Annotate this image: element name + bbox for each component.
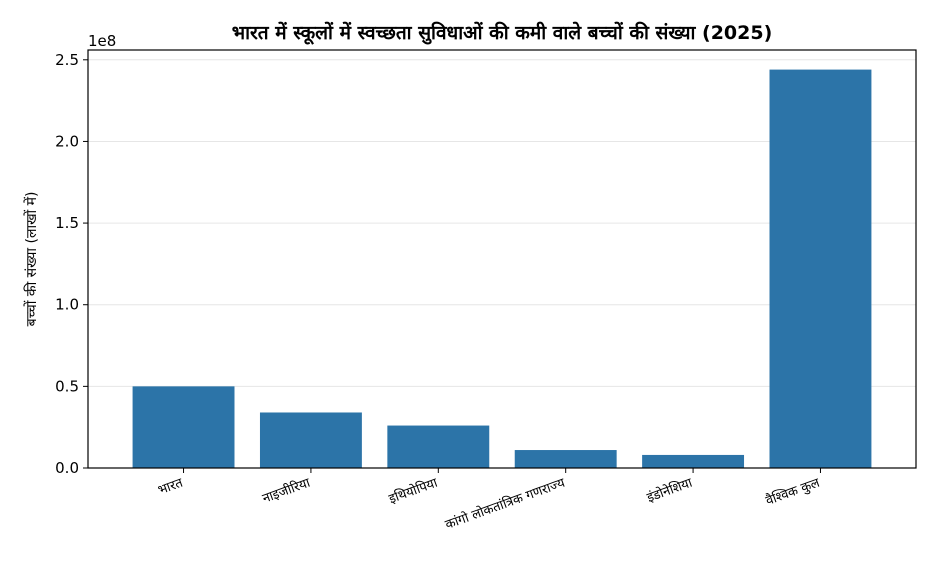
bars — [132, 69, 872, 468]
y-tick-label: 1.5 — [55, 214, 79, 232]
chart-title: भारत में स्कूलों में स्वच्छता सुविधाओं क… — [232, 21, 773, 45]
bar — [769, 69, 872, 468]
y-axis-offset-text: 1e8 — [88, 32, 116, 50]
y-tick-label: 2.5 — [55, 51, 79, 69]
plot-frame — [87, 49, 917, 469]
y-tick-label: 0.0 — [55, 459, 79, 477]
x-tick-label: इंडोनेशिया — [645, 475, 695, 506]
x-tick-label: वैश्विक कुल — [763, 475, 822, 509]
y-axis-label: बच्चों की संख्या (लाखों में) — [23, 192, 40, 327]
bar — [259, 412, 362, 468]
bar — [514, 450, 617, 468]
x-axis-ticks: भारत नाइजीरिया इथियोपिया कांगो लोकतांत्रिक … — [156, 468, 822, 533]
y-axis-ticks: 0.0 0.5 1.0 1.5 2.0 2.5 — [55, 51, 88, 477]
bar — [132, 386, 235, 468]
x-tick-label: नाइजीरिया — [260, 475, 313, 507]
y-tick-label: 0.5 — [55, 377, 79, 395]
bar — [642, 454, 745, 468]
x-tick-label: कांगो लोकतांत्रिक गणराज्य — [443, 475, 567, 533]
y-tick-label: 1.0 — [55, 296, 79, 314]
y-tick-label: 2.0 — [55, 132, 79, 150]
x-tick-label: इथियोपिया — [387, 475, 441, 508]
bar — [387, 425, 490, 468]
x-tick-label: भारत — [156, 475, 185, 498]
